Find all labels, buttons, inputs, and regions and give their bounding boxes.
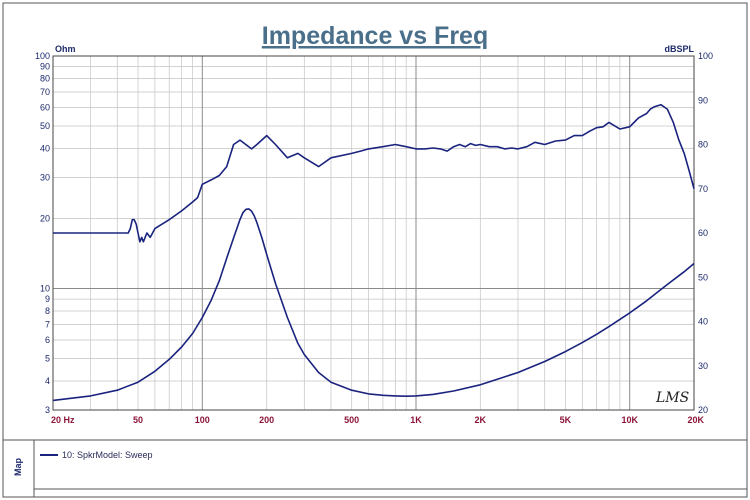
left-tick-label: 6 <box>45 335 50 345</box>
right-tick-label: 40 <box>698 317 708 327</box>
left-tick-label: 80 <box>40 74 50 84</box>
x-tick-label: 100 <box>195 415 210 425</box>
left-tick-label: 100 <box>35 51 50 61</box>
left-tick-label: 5 <box>45 353 50 363</box>
left-tick-label: 10 <box>40 284 50 294</box>
left-tick-label: 70 <box>40 87 50 97</box>
left-tick-label: 50 <box>40 121 50 131</box>
minor-gridlines <box>52 56 695 411</box>
right-tick-label: 60 <box>698 228 708 238</box>
right-tick-label: 90 <box>698 95 708 105</box>
left-tick-label: 9 <box>45 294 50 304</box>
right-tick-label: 50 <box>698 272 708 282</box>
right-axis-unit: dBSPL <box>664 44 694 54</box>
x-tick-label: 20K <box>687 415 704 425</box>
left-tick-label: 40 <box>40 144 50 154</box>
left-tick-label: 7 <box>45 320 50 330</box>
right-tick-label: 20 <box>698 405 708 415</box>
legend-entry: 10: SpkrModel: Sweep <box>62 450 153 460</box>
left-tick-label: 30 <box>40 173 50 183</box>
x-tick-label: 500 <box>344 415 359 425</box>
right-tick-label: 80 <box>698 140 708 150</box>
x-tick-label: 200 <box>259 415 274 425</box>
right-tick-label: 100 <box>698 51 713 61</box>
x-tick-label: 5K <box>560 415 572 425</box>
lms-watermark: LMS <box>655 390 689 406</box>
x-axis-ticks: 20 Hz 50 100 200 500 1K 2K 5K 10K 20K <box>51 415 704 425</box>
x-tick-label: 1K <box>410 415 422 425</box>
series-layer <box>52 103 695 402</box>
right-axis-ticks: 20 30 40 50 60 70 80 90 100 <box>698 51 713 415</box>
x-tick-label: 2K <box>475 415 487 425</box>
impedance-line <box>52 208 695 402</box>
left-tick-label: 4 <box>45 376 50 386</box>
left-tick-label: 60 <box>40 103 50 113</box>
x-tick-label: 10K <box>621 415 638 425</box>
x-tick-label: 50 <box>133 415 143 425</box>
left-tick-label: 20 <box>40 214 50 224</box>
left-tick-label: 3 <box>45 405 50 415</box>
left-tick-label: 8 <box>45 306 50 316</box>
left-tick-label: 90 <box>40 62 50 72</box>
x-tick-label: 20 Hz <box>51 415 75 425</box>
right-tick-label: 70 <box>698 184 708 194</box>
left-axis-unit: Ohm <box>55 44 76 54</box>
right-tick-label: 30 <box>698 361 708 371</box>
map-label: Map <box>13 457 23 476</box>
spl-sweep-line <box>53 103 695 243</box>
chart-title: Impedance vs Freq <box>262 22 488 50</box>
